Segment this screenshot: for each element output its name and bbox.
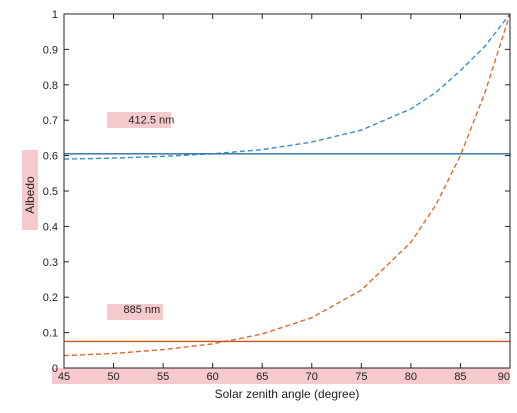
y-tick-label: 0.6 (43, 151, 58, 163)
y-axis-label: Albedo (23, 176, 37, 214)
series-line-1 (63, 13, 511, 160)
x-tick-label: 85 (454, 371, 466, 383)
y-tick-label: 0.4 (43, 221, 58, 233)
x-ticklabel-highlight (52, 368, 510, 384)
series-annotation: 885 nm (123, 304, 160, 316)
y-tick-label: 1 (52, 9, 58, 21)
x-tick-label: 50 (107, 371, 119, 383)
series-annotation: 412.5 nm (128, 115, 174, 127)
x-tick-label: 75 (355, 371, 367, 383)
x-tick-label: 55 (157, 371, 169, 383)
label-highlights (22, 112, 510, 384)
y-tick-label: 0.7 (43, 115, 58, 127)
x-tick-label: 80 (405, 371, 417, 383)
y-label-highlight (22, 150, 38, 230)
y-tick-label: 0.9 (43, 44, 58, 56)
x-tick-label: 90 (498, 371, 510, 383)
annotation-highlight (107, 304, 163, 320)
x-tick-label: 60 (207, 371, 219, 383)
axis-ticks: 45 50 55 60 65 70 75 80 85 90 0 0.1 0.2 0.3 0.4 0.5 0.6 0… (43, 9, 511, 383)
x-tick-label: 45 (58, 371, 70, 383)
x-tick-label: 65 (256, 371, 268, 383)
y-tick-label: 0 (52, 363, 58, 375)
annotation-highlight (107, 112, 171, 128)
chart-marks: 412.5 nm 885 nm (63, 13, 511, 357)
x-axis-label: Solar zenith angle (degree) (215, 387, 360, 401)
plot-frame (63, 13, 511, 369)
y-tick-label: 0.3 (43, 257, 58, 269)
y-tick-label: 0.2 (43, 292, 58, 304)
y-tick-label: 0.5 (43, 186, 58, 198)
y-tick-label: 0.8 (43, 80, 58, 92)
x-tick-label: 70 (306, 371, 318, 383)
y-tick-label: 0.1 (43, 328, 58, 340)
series-line-3 (63, 13, 511, 357)
